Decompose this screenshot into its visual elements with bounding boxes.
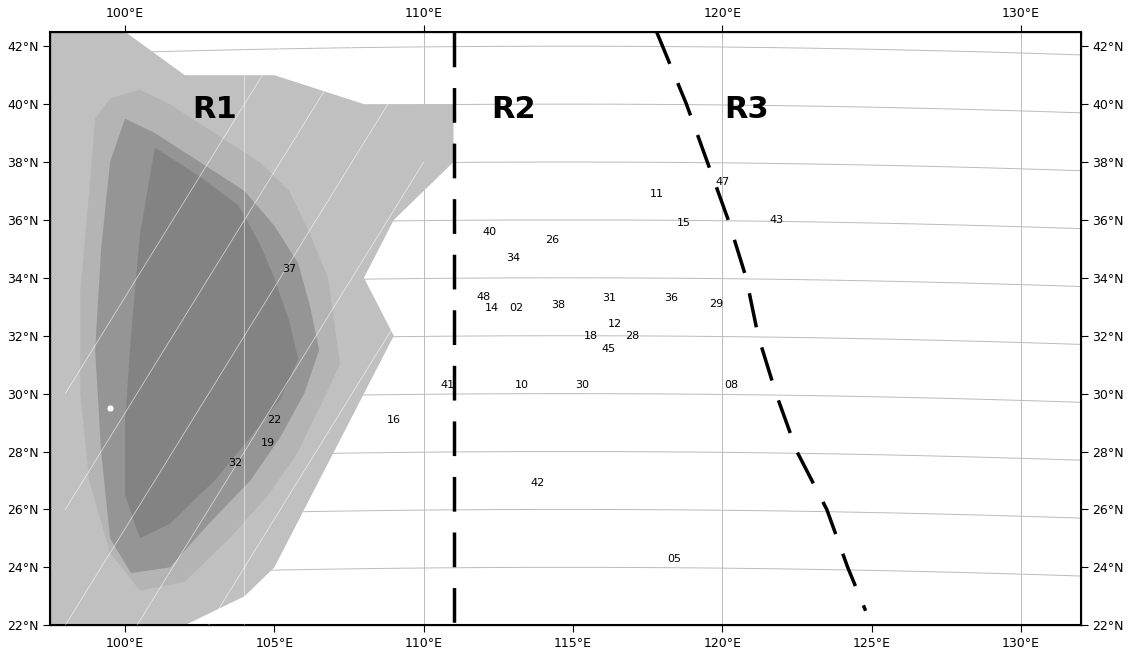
Text: 19: 19 <box>261 438 276 448</box>
Text: 12: 12 <box>607 319 622 329</box>
Polygon shape <box>126 148 299 538</box>
Text: 05: 05 <box>667 554 682 564</box>
Text: 14: 14 <box>485 304 500 313</box>
Text: 29: 29 <box>709 299 724 309</box>
Polygon shape <box>80 89 340 591</box>
Text: R1: R1 <box>192 95 238 124</box>
Text: 40: 40 <box>482 227 497 237</box>
PathPatch shape <box>51 32 454 625</box>
Text: 11: 11 <box>649 189 664 199</box>
Text: 22: 22 <box>267 415 282 424</box>
Text: 43: 43 <box>769 215 783 225</box>
Text: 30: 30 <box>575 380 589 390</box>
Text: 31: 31 <box>602 293 615 303</box>
Text: 48: 48 <box>476 292 491 302</box>
Text: 34: 34 <box>507 252 520 263</box>
Text: 41: 41 <box>440 380 455 390</box>
Text: 02: 02 <box>509 304 524 313</box>
Text: 37: 37 <box>283 264 296 274</box>
Text: 16: 16 <box>387 415 400 424</box>
Text: 26: 26 <box>545 235 559 245</box>
Text: 32: 32 <box>228 458 242 468</box>
Text: 42: 42 <box>530 478 544 488</box>
Text: R3: R3 <box>724 95 768 124</box>
Text: 28: 28 <box>625 330 640 341</box>
Text: R2: R2 <box>491 95 536 124</box>
Text: 10: 10 <box>516 380 529 390</box>
Text: 15: 15 <box>676 218 690 228</box>
Polygon shape <box>95 119 319 573</box>
Text: 08: 08 <box>724 380 739 390</box>
Text: 36: 36 <box>665 293 679 303</box>
Text: 45: 45 <box>602 344 616 353</box>
Text: 38: 38 <box>551 300 566 310</box>
Text: 47: 47 <box>715 177 729 187</box>
Text: 18: 18 <box>584 330 598 341</box>
